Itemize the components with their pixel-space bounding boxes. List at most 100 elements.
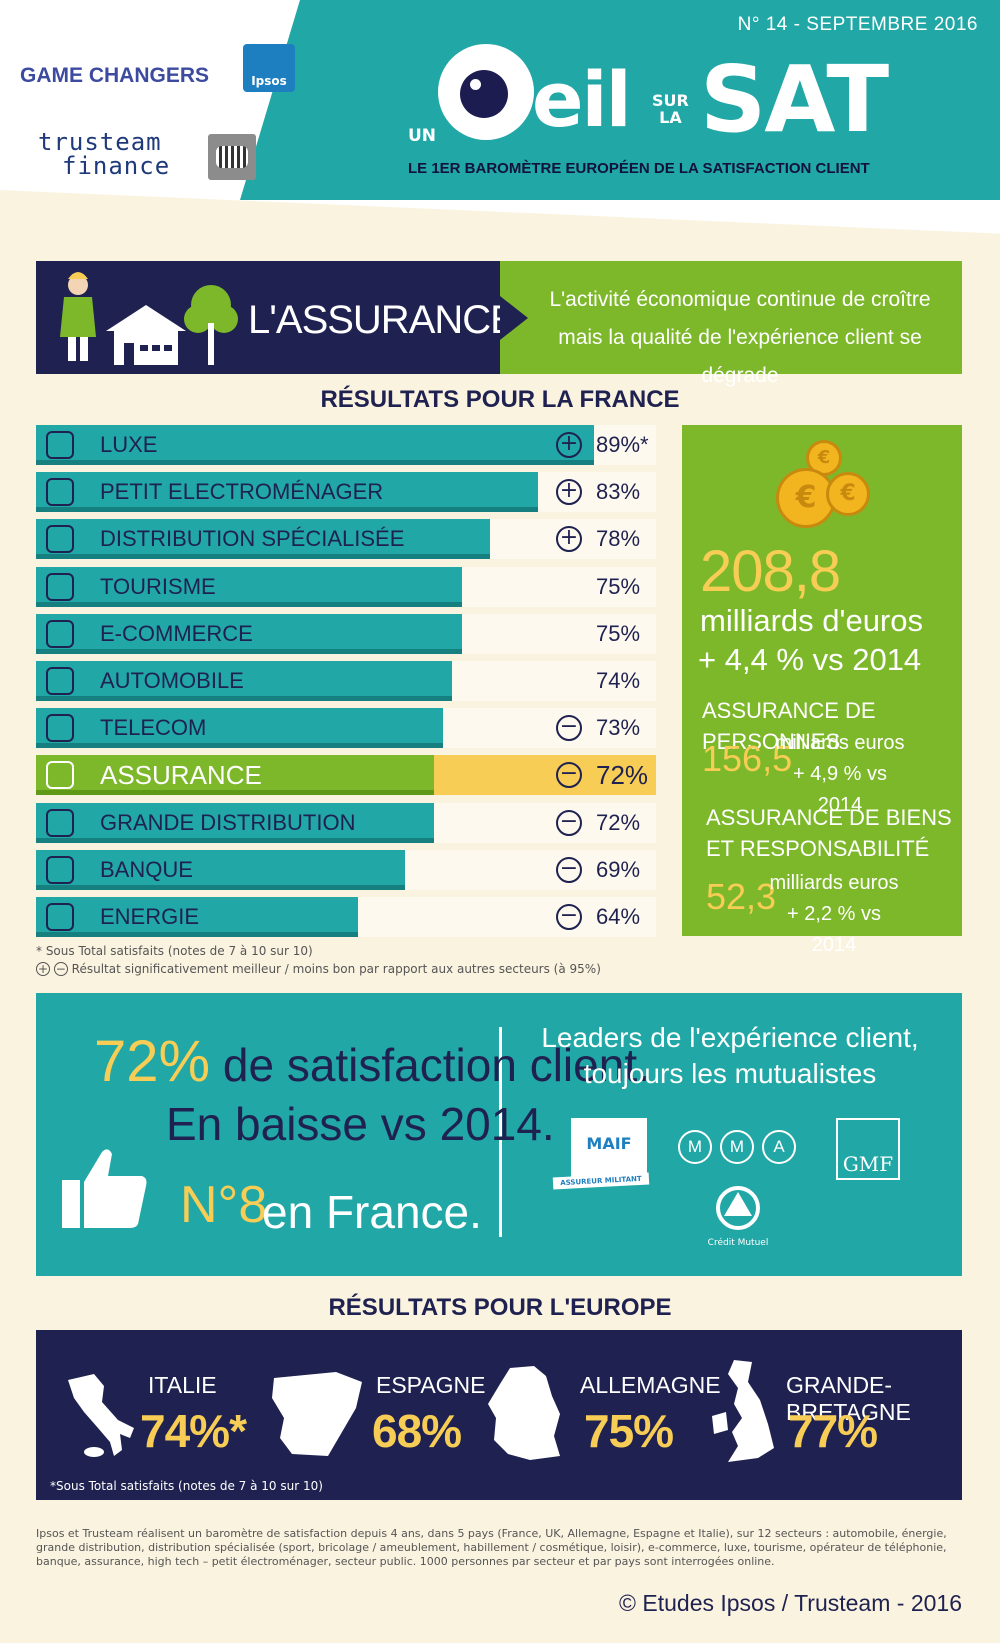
bar-label: TOURISME	[100, 574, 216, 599]
brand-sat: SAT	[700, 46, 889, 153]
market-value: 208,8	[700, 539, 841, 604]
blender-icon	[46, 478, 74, 506]
sector-message-line2: mais la qualité de l'expérience client s…	[558, 326, 922, 387]
persons-change: + 4,9 % vs 2014	[793, 763, 887, 816]
ipsos-logo: Ipsos	[243, 44, 295, 92]
mma-logo-m2: M	[720, 1130, 754, 1164]
bar	[36, 425, 594, 465]
bar-label: BANQUE	[100, 857, 193, 882]
zebra-icon	[208, 134, 256, 180]
bar-value-label: 78%	[596, 526, 641, 551]
bar-label: TELECOM	[100, 715, 207, 740]
country-value-uk: 77%	[788, 1405, 878, 1457]
methodology-text: Ipsos et Trusteam réalisent un baromètre…	[36, 1527, 947, 1568]
subtotal-note: * Sous Total satisfaits (notes de 7 à 10…	[36, 944, 313, 958]
sector-message-line1: L'activité économique continue de croîtr…	[549, 288, 931, 311]
bar	[36, 803, 434, 843]
sector-message-box	[500, 261, 962, 374]
sector-title: L'ASSURANCE	[248, 298, 517, 342]
brand-sur: SUR	[652, 91, 689, 110]
header-band	[240, 0, 1000, 200]
maif-logo: MAIF	[571, 1118, 647, 1180]
bar-label: GRANDE DISTRIBUTION	[100, 810, 356, 835]
satisfaction-line1: 72% de satisfaction client.	[94, 1033, 650, 1093]
issue-label: N° 14 - SEPTEMBRE 2016	[737, 14, 978, 35]
bar-row: TOURISME 75%	[36, 567, 656, 607]
sector-banner	[36, 261, 500, 374]
satisfaction-line2: En baisse vs 2014.	[166, 1098, 555, 1150]
market-unit: milliards d'euros	[700, 603, 923, 638]
eye-pupil	[460, 70, 508, 118]
bar-label: E-COMMERCE	[100, 621, 253, 646]
goods-value: 52,3	[706, 876, 777, 917]
bar-row: LUXE +89%*	[36, 425, 656, 465]
bar-label: AUTOMOBILE	[100, 668, 244, 693]
bar-row: E-COMMERCE 75%	[36, 614, 656, 654]
minus-circle-icon: −	[556, 857, 582, 883]
plus-circle-icon: +	[36, 962, 50, 976]
goods-change: + 2,2 % vs 2014	[787, 903, 881, 956]
coin-icon: €	[826, 472, 870, 516]
eye-shine	[470, 79, 481, 90]
bar-value-label: 64%	[596, 904, 641, 929]
bar	[36, 614, 462, 654]
insurance-illustration-icon	[60, 272, 238, 365]
trusteam-logo: trusteam finance	[38, 130, 170, 178]
bar-value-label: 72%	[596, 810, 641, 835]
bar-value-label: 75%	[596, 574, 641, 599]
bar-row: BANQUE −69%	[36, 850, 656, 890]
bar-row: AUTOMOBILE 74%	[36, 661, 656, 701]
credit-mutuel-icon	[716, 1186, 760, 1230]
market-change: + 4,4 % vs 2014	[698, 642, 922, 677]
bar-label: PETIT ELECTROMÉNAGER	[100, 479, 384, 504]
country-value-spain: 68%	[372, 1405, 462, 1457]
gmf-logo: GMF	[836, 1118, 900, 1180]
brand-un: UN	[408, 126, 437, 146]
significance-note: + − Résultat significativement meilleur …	[36, 962, 601, 976]
europe-panel: ITALIE 74%* ESPAGNE 68% ALLEMAGNE 75% GR…	[36, 1330, 962, 1500]
bar-value-label: 89%*	[596, 432, 649, 457]
country-name-italy: ITALIE	[148, 1372, 217, 1398]
eye-icon	[438, 44, 534, 140]
plane-icon	[46, 573, 74, 601]
plus-circle-icon: +	[556, 526, 582, 552]
minus-circle-icon: −	[556, 904, 582, 930]
bar-row: PETIT ELECTROMÉNAGER +83%	[36, 472, 656, 512]
leaders-line2: toujours les mutualistes	[583, 1058, 877, 1089]
bar-value-label: 72%	[596, 760, 649, 790]
diamond-icon	[46, 431, 74, 459]
brand-sur-la: SUR LA	[652, 92, 689, 126]
thumbs-up-icon	[62, 1149, 147, 1228]
header	[0, 0, 1000, 294]
country-value-italy: 74%*	[140, 1405, 247, 1457]
bar-row: GRANDE DISTRIBUTION −72%	[36, 803, 656, 843]
country-name-spain: ESPAGNE	[376, 1372, 486, 1398]
europe-heading: RÉSULTATS POUR L'EUROPE	[328, 1294, 672, 1321]
bar-row: TELECOM −73%	[36, 708, 656, 748]
country-name-germany: ALLEMAGNE	[580, 1372, 721, 1398]
mma-logo-m1: M	[678, 1130, 712, 1164]
bar-label: LUXE	[100, 432, 158, 457]
minus-circle-icon: −	[53, 962, 68, 976]
bar-label: ENERGIE	[100, 904, 200, 929]
goods-detail: milliards euros + 2,2 % vs 2014	[764, 868, 904, 961]
bar	[36, 661, 452, 701]
plus-circle-icon: +	[556, 479, 582, 505]
persons-value: 156,5	[702, 738, 793, 779]
sector-arrow	[500, 296, 528, 340]
significance-text: Résultat significativement meilleur / mo…	[71, 962, 601, 976]
bar	[36, 708, 443, 748]
basket-icon	[46, 620, 74, 648]
game-changers-logo: GAME CHANGERS	[20, 64, 210, 87]
bank-icon	[46, 856, 74, 884]
bar-value-label: 83%	[596, 479, 641, 504]
minus-circle-icon: −	[556, 762, 582, 788]
country-name-uk: GRANDE-BRETAGNE	[786, 1372, 911, 1425]
bar	[36, 897, 358, 937]
bar	[36, 850, 405, 890]
sector-message: L'activité économique continue de croîtr…	[530, 281, 950, 395]
uk-map-icon	[712, 1360, 774, 1462]
rank-text: en France.	[262, 1186, 482, 1238]
germany-map-icon	[488, 1366, 560, 1460]
bar	[36, 755, 434, 795]
